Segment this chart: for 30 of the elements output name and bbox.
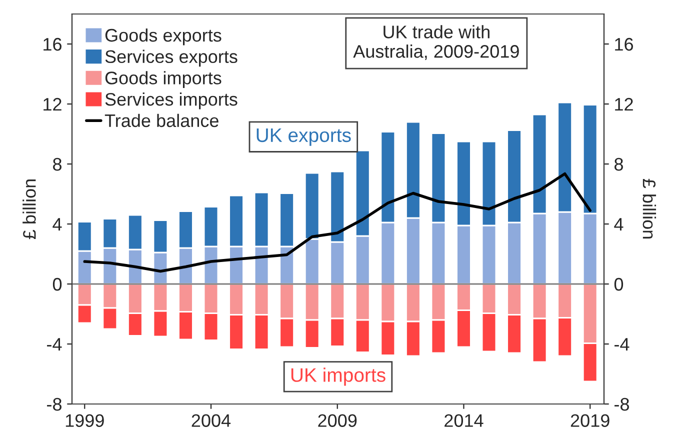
legend-label: Goods imports [105,71,222,88]
y2-tick-label: 16 [615,38,634,51]
y2-tick-label: 8 [614,158,623,171]
y-tick-label: 12 [44,98,62,111]
y2-axis-title: £ billion [642,178,656,238]
y-tick-label: -4 [47,338,62,351]
y2-tick-label: 0 [614,278,624,291]
x-tick-label: 1999 [66,414,104,427]
y-axis-title: £ billion [22,180,36,240]
y2-tick-label: 12 [615,98,633,111]
y-tick-label: 16 [44,38,62,51]
legend-label: Goods exports [105,28,222,46]
x-tick-label: 2009 [318,414,357,427]
x-tick-label: 2004 [192,414,231,427]
y2-tick-label: -8 [614,398,629,411]
legend-label: Services imports [105,92,238,110]
y-tick-label: 0 [52,278,62,291]
text: UK trade with Australia, 2009-2019 [353,25,519,60]
annotation: UK imports [291,368,386,386]
annotation: UK exports [256,128,351,146]
y-tick-label: 4 [52,218,62,231]
y2-tick-label: -4 [614,338,630,351]
legend-label: Trade balance [104,114,218,128]
x-tick-label: 2019 [570,414,610,427]
legend-label: Services exports [105,50,238,67]
y-tick-label: -8 [47,398,62,411]
x-tick-label: 2014 [444,414,484,427]
y-tick-label: 8 [53,158,62,171]
line-series [83,172,592,273]
y2-tick-label: 4 [614,218,624,231]
